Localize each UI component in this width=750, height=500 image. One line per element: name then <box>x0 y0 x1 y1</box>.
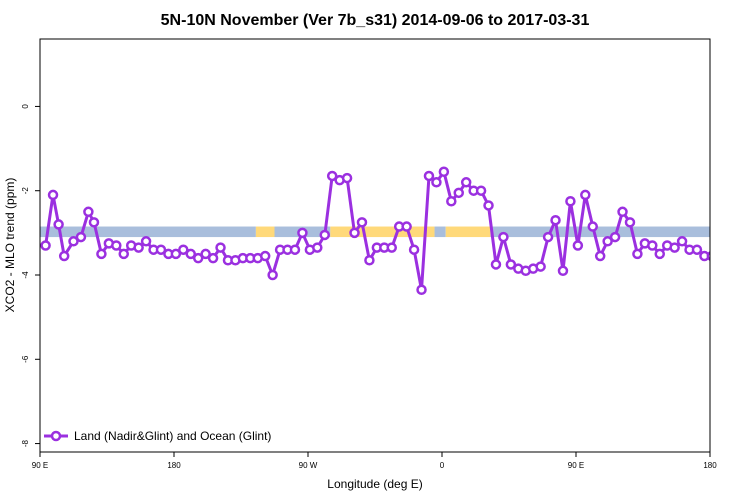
data-point <box>557 265 569 277</box>
data-point <box>453 187 464 199</box>
data-point <box>88 217 100 228</box>
x-axis-label: Longitude (deg E) <box>327 477 422 491</box>
data-point <box>96 248 107 260</box>
data-point <box>40 240 51 251</box>
data-point <box>446 196 457 207</box>
data-point <box>83 206 94 218</box>
data-point <box>490 259 502 270</box>
y-tick-label: -6 <box>21 355 30 363</box>
x-tick-label: 90 W <box>299 461 318 470</box>
data-point <box>341 172 353 184</box>
data-point <box>207 252 219 264</box>
data-point <box>438 166 450 177</box>
band-segment-ocean <box>490 226 710 238</box>
y-tick-label: -8 <box>21 439 30 447</box>
data-point <box>267 269 278 281</box>
data-point <box>565 196 576 207</box>
y-axis-label: XCO2 - MLO trend (ppm) <box>3 178 17 313</box>
data-point <box>58 250 70 262</box>
legend-label: Land (Nadir&Glint) and Ocean (Glint) <box>74 429 271 443</box>
data-point <box>259 250 271 262</box>
data-point <box>706 251 710 261</box>
data-point <box>416 284 427 295</box>
band-segment-land <box>330 226 435 238</box>
data-point <box>118 248 129 260</box>
data-point <box>475 185 487 196</box>
plot-frame <box>39 38 711 453</box>
x-tick-label: 180 <box>703 461 717 470</box>
data-point <box>356 217 368 228</box>
x-tick-label: 0 <box>440 461 445 470</box>
legend: Land (Nadir&Glint) and Ocean (Glint) <box>44 429 271 443</box>
series-group <box>40 166 710 295</box>
x-axis-ticks: 90 E 180 90 W 0 90 E 180 <box>32 452 717 470</box>
data-point <box>349 227 360 239</box>
data-point <box>602 236 613 247</box>
band-segment-land <box>445 226 491 238</box>
data-point <box>498 231 509 243</box>
data-point <box>505 259 517 270</box>
data-point <box>654 248 665 260</box>
data-point <box>53 219 64 230</box>
data-point <box>423 170 435 182</box>
data-point <box>624 217 636 228</box>
data-point <box>133 242 144 253</box>
y-tick-label: -4 <box>21 271 30 279</box>
data-point <box>691 244 703 255</box>
data-point <box>594 250 606 262</box>
data-point <box>170 248 182 260</box>
x-tick-label: 90 E <box>568 461 584 470</box>
y-axis-ticks: 0 -2 -4 -6 -8 <box>21 104 40 447</box>
y-tick-label: -2 <box>21 187 30 195</box>
data-point <box>617 206 628 218</box>
data-point <box>431 177 442 188</box>
data-point <box>647 240 658 251</box>
data-point <box>460 177 472 188</box>
band-segment-ocean <box>434 226 446 238</box>
data-point <box>200 248 211 260</box>
data-point <box>47 189 59 201</box>
data-point <box>408 244 420 255</box>
y-tick-label: 0 <box>21 104 30 109</box>
legend-marker-swatch <box>50 430 62 442</box>
band-segment-ocean <box>40 226 256 238</box>
band-segment-land <box>255 226 275 238</box>
data-point <box>550 214 561 226</box>
data-point <box>364 255 375 266</box>
data-point <box>75 231 87 243</box>
data-point <box>68 236 79 247</box>
data-point <box>669 242 680 253</box>
data-point <box>676 236 688 247</box>
background-band <box>40 226 710 238</box>
data-point <box>632 248 643 260</box>
data-point <box>155 244 167 255</box>
data-point <box>609 231 621 243</box>
data-point <box>401 221 412 232</box>
data-point <box>542 231 554 243</box>
data-point <box>312 242 323 253</box>
x-tick-label: 180 <box>167 461 181 470</box>
data-point <box>140 236 152 247</box>
data-point <box>178 244 189 255</box>
chart-title: 5N-10N November (Ver 7b_s31) 2014-09-06 … <box>161 12 590 29</box>
data-point <box>580 189 591 201</box>
data-point <box>535 261 546 272</box>
data-point <box>111 240 122 251</box>
data-point <box>192 252 204 264</box>
x-tick-label: 90 E <box>32 461 48 470</box>
data-point <box>297 227 308 239</box>
data-point <box>572 240 584 251</box>
data-point <box>326 170 338 182</box>
data-point <box>215 242 226 253</box>
data-point <box>319 229 330 241</box>
data-point <box>386 242 397 253</box>
data-point <box>185 248 196 260</box>
data-series <box>40 166 710 295</box>
data-point <box>587 221 598 232</box>
data-point <box>483 200 494 211</box>
data-point <box>289 244 301 255</box>
